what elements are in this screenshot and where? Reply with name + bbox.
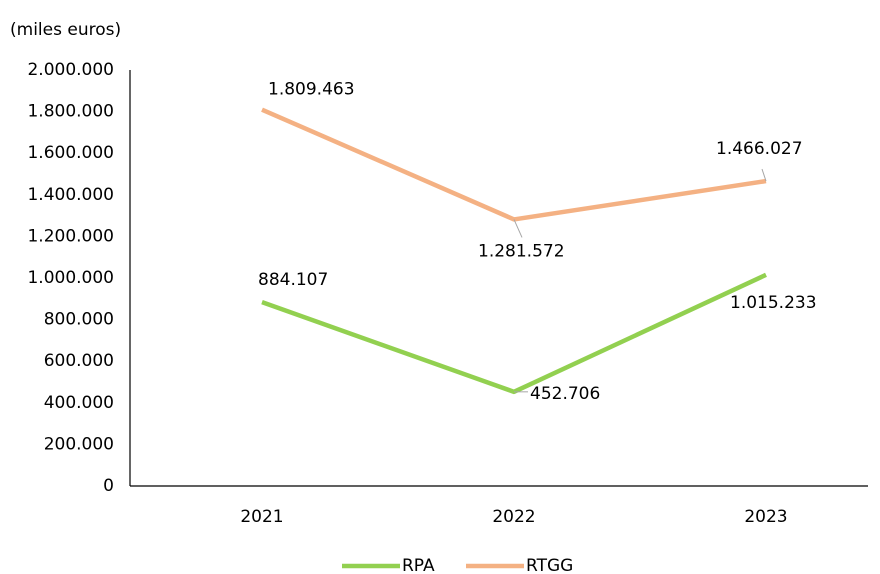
data-label: 1.281.572 xyxy=(478,241,565,261)
legend-label: RTGG xyxy=(526,556,573,574)
y-tick-label: 800.000 xyxy=(44,310,114,330)
data-label: 884.107 xyxy=(258,270,328,290)
data-label: 1.466.027 xyxy=(716,139,803,159)
legend-label: RPA xyxy=(402,556,435,574)
y-tick-label: 200.000 xyxy=(44,434,114,454)
data-label: 1.015.233 xyxy=(730,293,817,313)
x-tick-label: 2022 xyxy=(492,507,535,527)
data-label: 452.706 xyxy=(530,384,600,404)
y-tick-label: 1.800.000 xyxy=(27,102,114,122)
x-tick-label: 2021 xyxy=(240,507,283,527)
x-tick-label: 2023 xyxy=(744,507,787,527)
y-tick-label: 0 xyxy=(103,476,114,496)
data-label: 1.809.463 xyxy=(268,80,355,100)
y-tick-label: 1.000.000 xyxy=(27,268,114,288)
y-axis-label: (miles euros) xyxy=(10,20,121,40)
y-tick-label: 600.000 xyxy=(44,351,114,371)
leader-line xyxy=(761,168,767,182)
series-line xyxy=(261,272,767,395)
y-tick-label: 400.000 xyxy=(44,393,114,413)
leader-line xyxy=(513,219,523,238)
y-tick-label: 1.600.000 xyxy=(27,143,114,163)
y-tick-label: 1.400.000 xyxy=(27,185,114,205)
y-tick-label: 2.000.000 xyxy=(27,60,114,80)
y-tick-label: 1.200.000 xyxy=(27,226,114,246)
series-line xyxy=(261,107,767,222)
